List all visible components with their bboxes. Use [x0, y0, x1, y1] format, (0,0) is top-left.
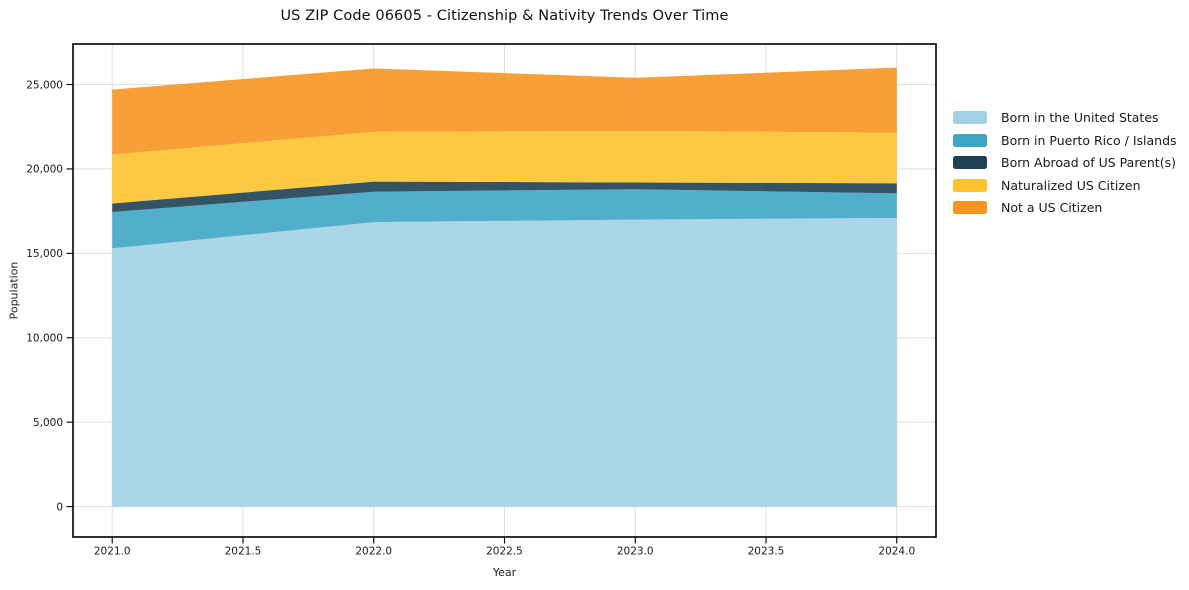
area-series: [112, 217, 897, 507]
legend-item: Born Abroad of US Parent(s): [953, 155, 1177, 170]
legend-item: Naturalized US Citizen: [953, 177, 1177, 193]
legend-item: Born in Puerto Rico / Islands: [953, 132, 1177, 148]
legend-swatch-naturalized: [953, 178, 987, 192]
x-tick-label: 2022.0: [355, 546, 392, 558]
y-tick-label: 20,000: [26, 164, 63, 176]
y-axis-label: Population: [7, 261, 21, 320]
legend: Born in the United States Born in Puerto…: [953, 110, 1177, 224]
x-axis-label: Year: [492, 566, 517, 579]
area-series: [112, 181, 897, 212]
x-tick-label: 2021.0: [94, 546, 131, 558]
x-tick-label: 2023.5: [748, 546, 785, 558]
area-series: [112, 130, 897, 204]
legend-label: Born Abroad of US Parent(s): [1001, 155, 1176, 170]
area-series: [112, 189, 897, 249]
y-tick-label: 5,000: [33, 417, 63, 429]
legend-label: Born in Puerto Rico / Islands: [1001, 132, 1177, 148]
x-tick-label: 2024.0: [878, 546, 915, 558]
legend-label: Born in the United States: [1001, 110, 1159, 125]
area-series: [112, 67, 897, 155]
legend-swatch-puerto-rico: [953, 133, 987, 147]
legend-item: Born in the United States: [953, 110, 1177, 125]
x-tick-label: 2022.5: [486, 546, 523, 558]
chart-title: US ZIP Code 06605 - Citizenship & Nativi…: [280, 8, 729, 24]
legend-swatch-born-abroad: [953, 156, 987, 169]
y-tick-label: 25,000: [26, 79, 63, 91]
x-tick-label: 2021.5: [225, 546, 262, 558]
legend-label: Not a US Citizen: [1001, 200, 1103, 215]
legend-swatch-not-citizen: [953, 201, 987, 214]
y-tick-label: 0: [56, 501, 63, 513]
legend-label: Naturalized US Citizen: [1001, 177, 1141, 193]
y-tick-label: 10,000: [26, 333, 63, 345]
legend-item: Not a US Citizen: [953, 200, 1177, 215]
y-tick-label: 15,000: [26, 248, 63, 260]
legend-swatch-born-us: [953, 111, 987, 124]
x-tick-label: 2023.0: [617, 546, 654, 558]
